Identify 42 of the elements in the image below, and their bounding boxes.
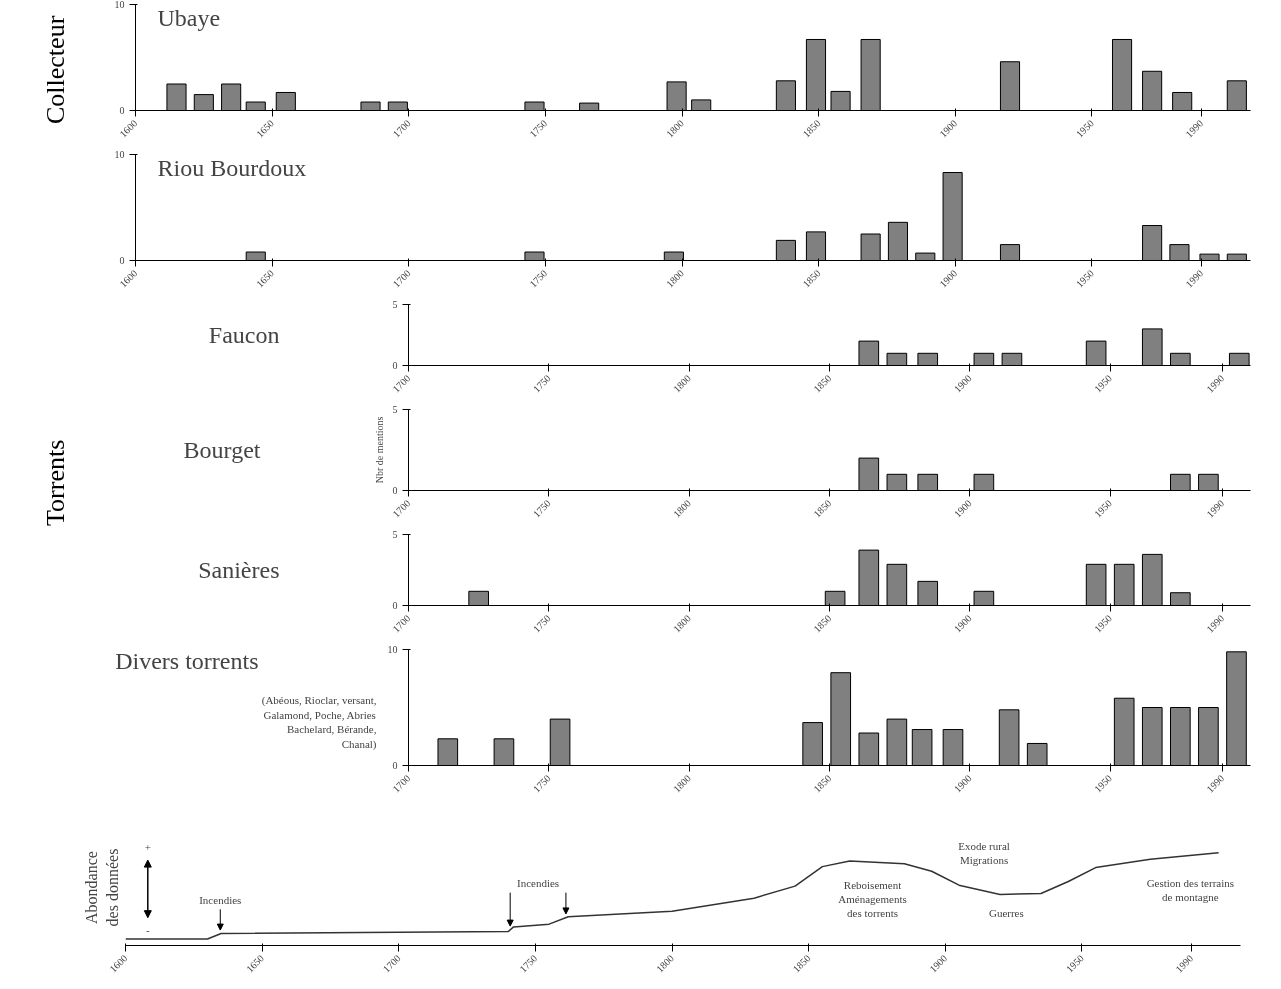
y-tick-label: 0 bbox=[392, 485, 398, 496]
y-tick-label: 0 bbox=[119, 255, 125, 266]
annotation: Incendies bbox=[199, 893, 242, 906]
y-tick-label: 10 bbox=[387, 644, 398, 655]
y-axis-title: Abondance des données bbox=[83, 848, 121, 927]
y-tick-label: 10 bbox=[114, 149, 125, 160]
x-tick-label: 1750 bbox=[530, 497, 553, 520]
annotation: Guerres bbox=[988, 906, 1024, 919]
y-tick-label: 0 bbox=[392, 760, 398, 771]
x-tick-label: 1750 bbox=[530, 772, 553, 795]
text: Divers torrents bbox=[115, 647, 259, 674]
y-tick-label: 0 bbox=[392, 360, 398, 371]
annotation: Exode rural Migrations bbox=[958, 839, 1010, 867]
x-tick-label: 1900 bbox=[951, 612, 974, 635]
x-tick-label: 1950 bbox=[1063, 952, 1086, 975]
y-axis-title: Nbr de mentions bbox=[373, 416, 385, 484]
y-tick-label: 5 bbox=[392, 299, 398, 310]
y-tick-label: 5 bbox=[392, 529, 398, 540]
chart-title: Ubaye bbox=[157, 4, 221, 31]
x-tick-label: 1750 bbox=[530, 372, 553, 395]
y-tick-label: 0 bbox=[392, 600, 398, 611]
x-tick-label: 1900 bbox=[951, 772, 974, 795]
text: (Abéous, Rioclar, versant, Galamond, Poche, Abries Bachelard, Bérande, Chanal) bbox=[261, 694, 377, 751]
annotation: + bbox=[144, 840, 151, 853]
annotation: Incendies bbox=[516, 876, 560, 889]
x-tick-label: 1950 bbox=[1073, 117, 1096, 140]
text: Sanières bbox=[198, 557, 280, 583]
x-tick-label: 1950 bbox=[1073, 267, 1096, 290]
annotation: Gestion des terrains de montagne bbox=[1146, 876, 1235, 904]
text: Torrents bbox=[40, 438, 71, 528]
chart-title: Riou Bourdoux bbox=[157, 154, 307, 181]
annotation: - bbox=[145, 923, 150, 936]
y-tick-label: 0 bbox=[119, 105, 125, 116]
x-tick-label: 1750 bbox=[530, 612, 553, 635]
x-tick-label: 1900 bbox=[951, 372, 974, 395]
text: Bourget bbox=[183, 437, 261, 463]
y-tick-label: 5 bbox=[392, 404, 398, 415]
x-tick-label: 1900 bbox=[951, 497, 974, 520]
y-axis-title: Collecteur bbox=[40, 14, 71, 127]
text: Faucon bbox=[208, 322, 280, 348]
annotation: Reboisement Aménagements des torrents bbox=[838, 878, 907, 920]
y-tick-label: 10 bbox=[114, 0, 125, 10]
